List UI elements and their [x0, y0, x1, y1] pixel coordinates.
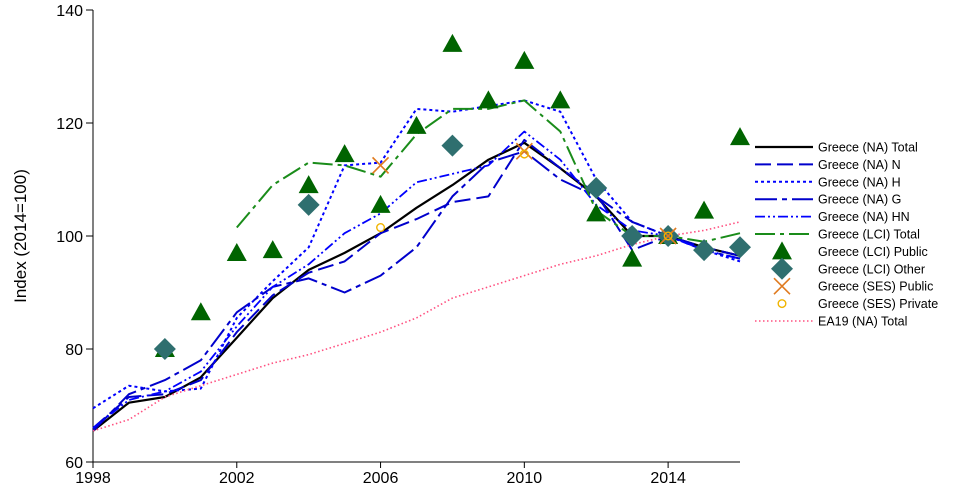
- data-point: [694, 200, 715, 219]
- legend-item: Greece (NA) H: [755, 175, 901, 189]
- series-line: [92, 141, 741, 432]
- data-point: [370, 194, 391, 213]
- legend-label: EA19 (NA) Total: [818, 315, 907, 329]
- series-line: [236, 99, 741, 243]
- data-point: [585, 176, 608, 199]
- data-point: [659, 227, 677, 245]
- legend-marker-symbol: [772, 241, 792, 260]
- data-point: [693, 239, 716, 262]
- legend-label: Greece (SES) Public: [818, 280, 933, 294]
- series-line: [92, 99, 741, 410]
- legend-marker-symbol: [771, 257, 793, 280]
- data-point: [621, 225, 644, 247]
- legend-item: Greece (LCI) Public: [772, 241, 928, 260]
- data-point: [550, 90, 571, 109]
- legend-item: Greece (LCI) Other: [771, 257, 925, 280]
- data-point: [478, 90, 499, 109]
- legend-item: EA19 (NA) Total: [755, 315, 907, 329]
- legend-item: Greece (NA) Total: [755, 141, 918, 155]
- data-point: [190, 302, 211, 321]
- legend-item: Greece (NA) G: [755, 193, 901, 207]
- x-tick-label: 2006: [363, 470, 399, 487]
- data-point: [441, 134, 464, 157]
- data-point: [334, 144, 355, 163]
- data-point: [514, 50, 535, 69]
- legend-item: Greece (LCI) Total: [755, 228, 920, 242]
- data-point: [730, 127, 750, 146]
- data-point: [262, 240, 283, 259]
- legend-item: Greece (NA) N: [755, 158, 901, 172]
- legend-label: Greece (NA) N: [818, 158, 901, 172]
- legend-item: Greece (NA) HN: [755, 210, 910, 224]
- data-point: [376, 223, 386, 233]
- legend-marker-symbol: [777, 299, 787, 309]
- series-line: [92, 130, 741, 429]
- y-tick-label: 60: [65, 455, 83, 472]
- data-point: [298, 175, 319, 194]
- data-point: [406, 115, 427, 134]
- y-tick-label: 140: [56, 3, 83, 20]
- legend-marker-symbol: [773, 277, 791, 295]
- y-tick-label: 120: [56, 116, 83, 133]
- x-ticks: 1998 2002 2006 2010 2014: [75, 462, 686, 487]
- y-tick-label: 80: [65, 342, 83, 359]
- data-point: [663, 231, 673, 241]
- legend-label: Greece (LCI) Public: [818, 245, 928, 259]
- legend-item: Greece (SES) Private: [777, 297, 938, 311]
- y-axis-title: Index (2014=100): [11, 169, 30, 303]
- data-point: [729, 236, 751, 259]
- series-markers: [371, 142, 677, 245]
- series-line: [92, 138, 741, 429]
- legend-label: Greece (NA) Total: [818, 141, 918, 155]
- data-point: [297, 193, 320, 216]
- data-point: [226, 242, 247, 261]
- data-point: [153, 338, 176, 360]
- data-point: [519, 149, 529, 159]
- legend-label: Greece (NA) H: [818, 175, 901, 189]
- legend-label: Greece (LCI) Total: [818, 228, 920, 242]
- legend-item: Greece (SES) Public: [773, 277, 933, 295]
- plot-area: [92, 33, 751, 432]
- series-markers: [376, 149, 673, 241]
- y-ticks: 60 80 100 120 140: [56, 3, 93, 472]
- series-line: [92, 150, 741, 432]
- legend-label: Greece (SES) Private: [818, 297, 938, 311]
- data-point: [442, 33, 463, 52]
- x-tick-label: 2002: [219, 470, 255, 487]
- data-point: [586, 203, 607, 222]
- x-tick-label: 1998: [75, 470, 111, 487]
- legend-label: Greece (NA) HN: [818, 210, 910, 224]
- data-point: [622, 248, 643, 267]
- legend: Greece (NA) Total Greece (NA) N Greece (NA…: [755, 141, 938, 329]
- y-tick-label: 100: [56, 229, 83, 246]
- x-tick-label: 2010: [507, 470, 543, 487]
- legend-label: Greece (NA) G: [818, 193, 901, 207]
- x-tick-label: 2014: [650, 470, 686, 487]
- legend-label: Greece (LCI) Other: [818, 262, 925, 276]
- data-point: [371, 156, 390, 174]
- data-point: [515, 142, 533, 160]
- series-line: [92, 221, 741, 432]
